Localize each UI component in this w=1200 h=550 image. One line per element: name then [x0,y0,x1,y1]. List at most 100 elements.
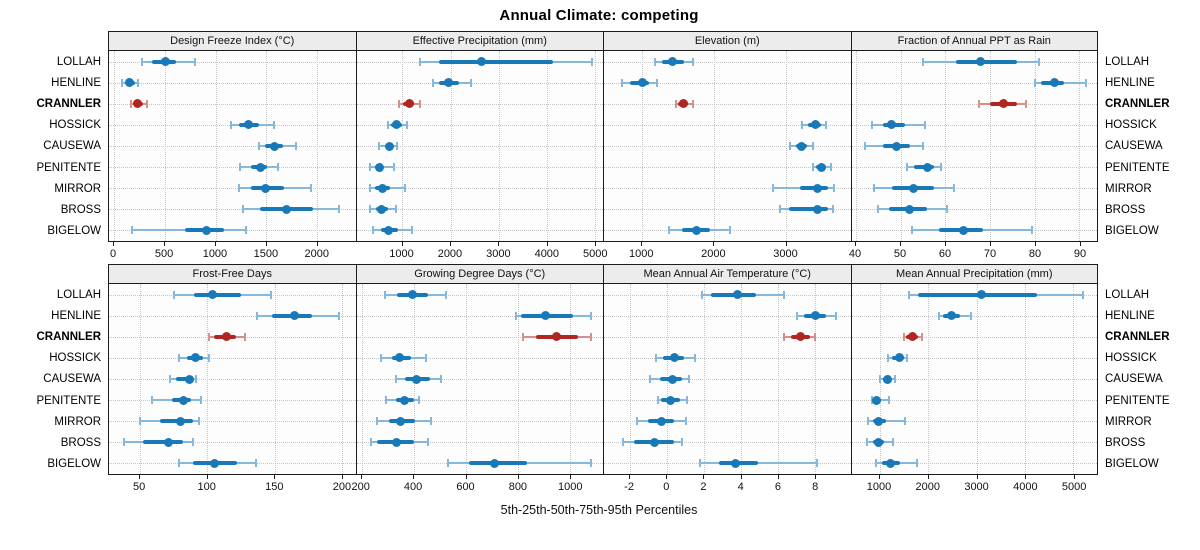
axis-tick [976,475,978,479]
panel-frost-free-days: Frost-Free Days [108,264,357,475]
whisker-cap [921,332,924,341]
whisker-cap [269,290,272,299]
whisker-cap [684,417,687,426]
axis-tick [274,475,276,479]
whisker-cap [241,205,244,214]
axis-tick-label: -2 [624,481,634,493]
gridline-horizontal [604,167,851,169]
axis-tick [777,475,779,479]
whisker-cap [146,99,149,108]
whisker-cap [825,120,828,129]
whisker-cap [870,396,873,405]
gridline-horizontal [109,209,356,211]
whisker-cap [238,163,241,172]
median-dot-mirror [656,416,666,426]
median-dot-bross [377,204,387,214]
axis-tick [927,475,929,479]
gridline-horizontal [356,103,603,105]
site-label-hossick: HOSSICK [49,352,101,365]
axis-tick-label: 5000 [1061,481,1087,493]
whisker-cap [812,142,815,150]
median-dot-lollah [976,290,986,300]
panel-strip-fraction-of-annual-ppt-as-rain: Fraction of Annual PPT as Rain [851,32,1097,51]
whisker-cap [368,184,371,193]
whisker-cap [395,205,398,214]
site-label-bross: BROSS [1105,204,1146,217]
site-label-lollah: LOLLAH [1105,288,1150,301]
median-dot-hossick [244,120,254,130]
gridline-horizontal [604,146,851,147]
whisker-cap [429,417,432,426]
axis-tick [265,242,267,246]
whisker-cap [937,311,940,320]
whisker-cap [811,163,814,172]
whisker-cap [863,142,866,150]
iqr-bar-bross [789,207,829,212]
panel-mean-annual-precipitation-mm: Mean Annual Precipitation (mm) [850,264,1098,475]
whisker-cap [874,459,877,468]
whisker-cap [337,205,340,214]
plot-area-mean-annual-precipitation-mm [851,284,1097,474]
whisker-cap [237,184,240,193]
whisker-cap [878,375,881,383]
gridline-horizontal [604,442,851,444]
whisker-cap [198,417,201,426]
gridline-horizontal [109,146,356,147]
gridline-horizontal [356,167,603,169]
axis-tick [1025,475,1027,479]
axis-tick-label: 0 [663,481,670,493]
plot-area-fraction-of-annual-ppt-as-rain [851,51,1097,241]
whisker-cap [977,99,980,108]
site-label-lollah: LOLLAH [56,288,101,301]
axis-tick [666,475,668,479]
gridline-horizontal [109,379,356,380]
median-dot-crannler [404,99,414,109]
site-labels-left-bottom: LOLLAH HENLINE CRANNLER HOSSICK CAUSEWA PENIT… [8,264,108,497]
median-dot-causewa [269,141,279,151]
median-dot-mirror [813,183,823,193]
gridline-horizontal [356,124,603,126]
panel-row-top: Design Freeze Index (°C) 0 500 1000 1500 2000… [108,31,1098,264]
median-dot-causewa [184,374,194,384]
panel-strip-mean-annual-precipitation-mm: Mean Annual Precipitation (mm) [851,265,1097,284]
axis-tick [113,242,115,246]
median-dot-causewa [668,374,678,384]
axis-tick-label: 2000 [915,481,941,493]
whisker-cap [782,290,785,299]
whisker-cap [172,290,175,299]
axis-caption: 5th-25th-50th-75th-95th Percentiles [500,503,698,517]
whisker-cap [867,417,870,426]
panel-column-fraction-of-annual-ppt-as-rain: Fraction of Annual PPT as Rain 40 50 60 70 80… [849,31,1098,264]
site-label-henline: HENLINE [51,76,101,89]
median-dot-hossick [395,353,405,363]
median-dot-penitente [922,162,932,172]
site-label-lollah: LOLLAH [1105,55,1150,68]
axis-tick-label: 500 [154,248,174,260]
whisker-cap [376,417,379,426]
gridline-horizontal [356,209,603,211]
axis-tick [703,475,705,479]
iqr-bar-bross [142,440,184,445]
plot-area-design-freeze-index-c [109,51,356,241]
whisker-cap [1081,290,1084,299]
gridline-horizontal [851,400,1097,402]
median-dot-mirror [261,183,271,193]
median-dot-mirror [873,416,883,426]
whisker-cap [915,459,918,468]
site-label-bross: BROSS [60,204,101,217]
whisker-cap [674,99,677,108]
panel-mean-annual-air-temperature-c: Mean Annual Air Temperature (°C) [603,264,852,475]
gridline-horizontal [109,442,356,444]
x-axis-elevation-m: 1000 2000 3000 [603,242,851,264]
median-dot-bross [649,437,659,447]
gridline-horizontal [356,442,603,444]
whisker-cap [795,311,798,320]
whisker-cap [910,226,913,235]
axis-tick-label: 1000 [628,248,654,260]
axis-tick [360,475,362,479]
panel-row-bottom: Frost-Free Days 50 100 150 200 Growing Degree… [108,264,1098,497]
whisker-cap [872,184,875,193]
whisker-cap [394,375,397,383]
whisker-cap [277,163,280,172]
gridline-horizontal [604,103,851,105]
